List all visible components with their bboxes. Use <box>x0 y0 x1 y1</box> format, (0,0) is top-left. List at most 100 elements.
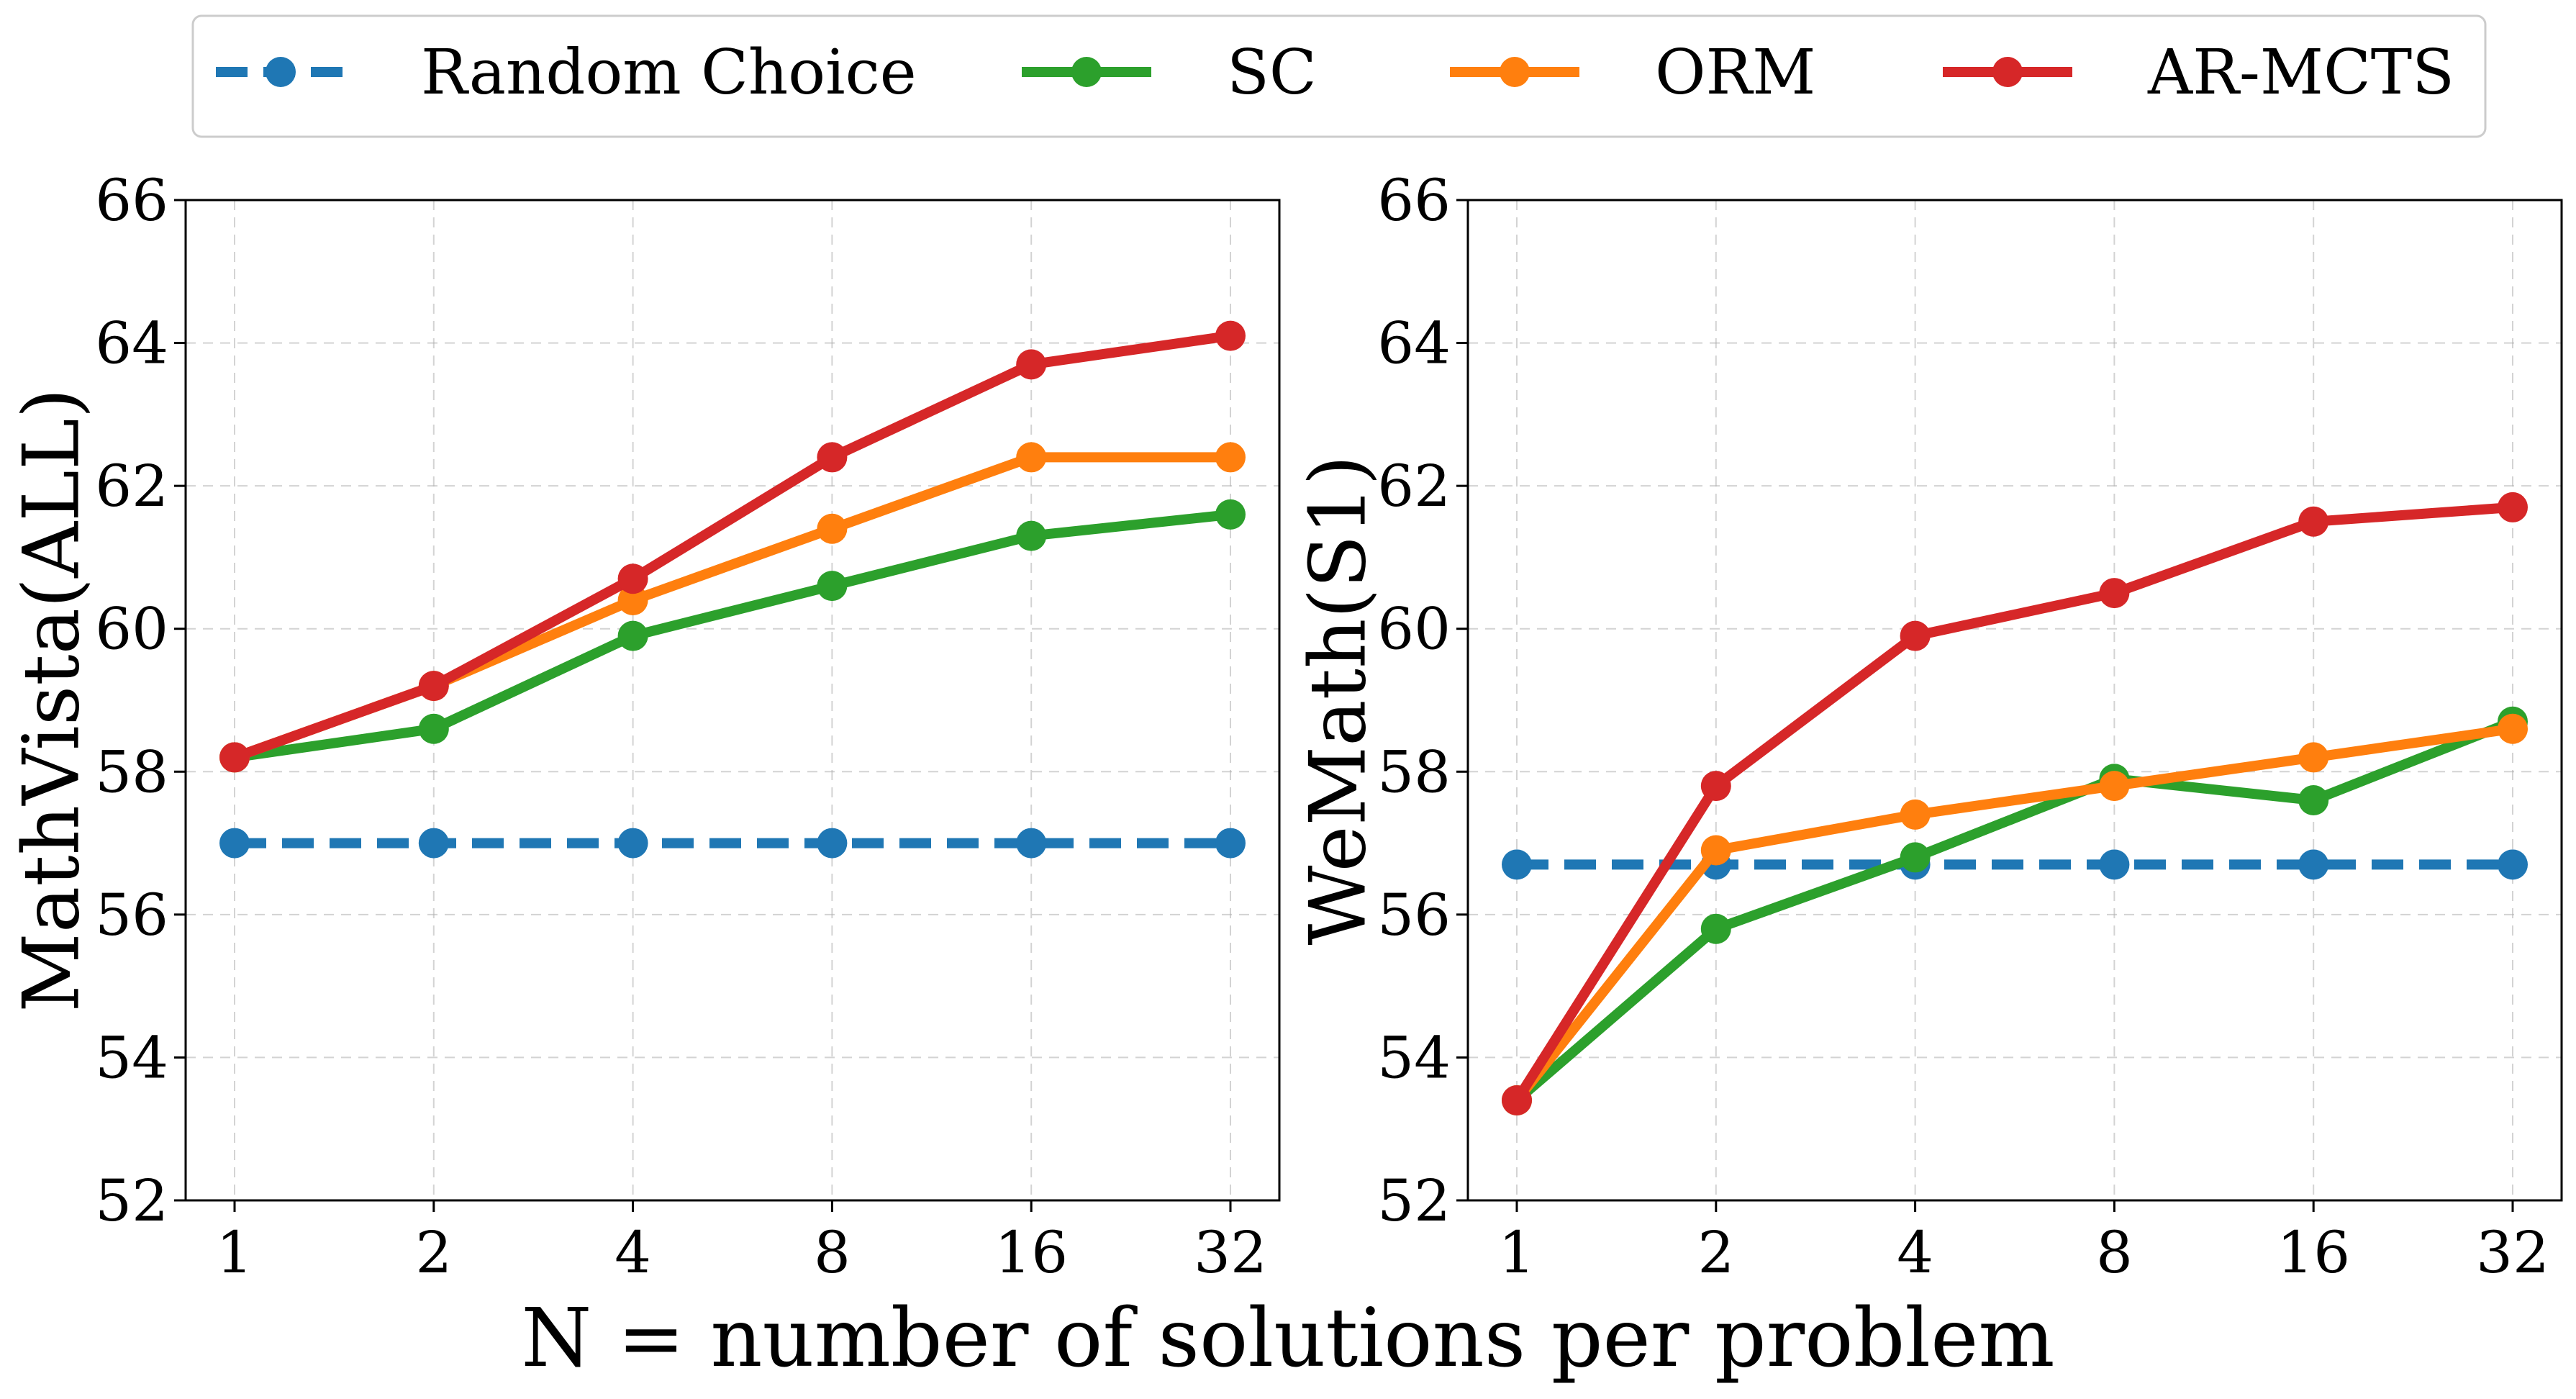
series-line-ar-mcts <box>1513 502 2513 1103</box>
y-tick-label-52: 52 <box>95 1167 168 1234</box>
legend-marker-ar-mcts <box>1992 57 2023 87</box>
x-tick-label-1: 1 <box>217 1219 253 1286</box>
legend-marker-orm <box>1500 57 1530 87</box>
point-ar-mcts-8 <box>817 442 848 473</box>
point-orm-8 <box>817 513 848 544</box>
plot-frame <box>1466 199 2563 1202</box>
point-sc-32 <box>1215 499 1246 530</box>
point-sc-16 <box>1016 520 1047 551</box>
point-ar-mcts-8 <box>2099 578 2130 609</box>
series-line-ar-mcts <box>232 330 1231 762</box>
y-axis: 52 54 56 58 60 62 64 66 <box>95 167 186 1234</box>
point-sc-16 <box>2298 785 2329 815</box>
point-random-choice-2 <box>418 828 449 859</box>
point-random-choice-8 <box>817 828 848 859</box>
point-orm-16 <box>2298 742 2329 773</box>
y-axis: 52 54 56 58 60 62 64 66 <box>1377 167 1468 1234</box>
y-tick-label-60: 60 <box>95 596 168 663</box>
point-orm-8 <box>2099 771 2130 802</box>
point-ar-mcts-2 <box>418 671 449 702</box>
legend-label-orm: ORM <box>1655 37 1815 109</box>
point-ar-mcts-4 <box>1900 620 1931 651</box>
point-random-choice-4 <box>617 828 648 859</box>
y-tick-label-66: 66 <box>1377 167 1451 234</box>
point-orm-4 <box>617 585 648 615</box>
series-random-choice <box>219 828 1246 859</box>
legend-frame <box>191 14 2487 138</box>
series-random-choice <box>1502 849 2528 880</box>
x-tick-label-16: 16 <box>2277 1219 2350 1286</box>
x-tick-label-32: 32 <box>2476 1219 2549 1286</box>
y-tick-label-56: 56 <box>1377 882 1451 948</box>
point-sc-8 <box>817 571 848 602</box>
legend-entry-sc: SC <box>1022 37 1317 109</box>
legend: Random Choice SC ORM AR-MCTS <box>191 14 2487 138</box>
y-tick-label-52: 52 <box>1377 1167 1451 1234</box>
x-axis: 1 2 4 8 16 32 <box>217 1200 1267 1286</box>
y-axis-label: MathVista(ALL) <box>7 388 97 1012</box>
x-tick-label-2: 2 <box>415 1219 452 1286</box>
x-tick-label-2: 2 <box>1697 1219 1734 1286</box>
point-sc-2 <box>1700 913 1731 944</box>
x-tick-label-32: 32 <box>1194 1219 1267 1286</box>
point-ar-mcts-1 <box>1502 1085 1532 1115</box>
point-orm-32 <box>2498 713 2528 744</box>
point-random-choice-32 <box>1215 828 1246 859</box>
point-ar-mcts-1 <box>219 742 250 773</box>
y-tick-label-64: 64 <box>95 310 168 377</box>
point-ar-mcts-16 <box>2298 506 2329 537</box>
y-tick-label-60: 60 <box>1377 596 1451 663</box>
point-orm-2 <box>1700 835 1731 866</box>
point-orm-32 <box>1215 442 1246 473</box>
point-sc-4 <box>617 620 648 651</box>
y-tick-label-66: 66 <box>95 167 168 234</box>
legend-marker-sc <box>1071 57 1102 87</box>
legend-marker-random-choice <box>266 57 296 87</box>
legend-label-sc: SC <box>1227 37 1317 109</box>
point-random-choice-8 <box>2099 849 2130 880</box>
chart-panel-wemath: 52 54 56 58 60 62 64 66 1 2 4 8 16 32 WeMath(S1) <box>1294 167 2563 1286</box>
series-line-sc <box>234 509 1231 763</box>
legend-entry-ar-mcts: AR-MCTS <box>1943 37 2454 109</box>
y-tick-label-58: 58 <box>95 738 168 805</box>
point-ar-mcts-4 <box>617 563 648 594</box>
series-ar-mcts <box>1502 492 2528 1115</box>
x-tick-label-16: 16 <box>994 1219 1068 1286</box>
point-random-choice-32 <box>2498 849 2528 880</box>
point-ar-mcts-32 <box>1215 320 1246 351</box>
point-sc-4 <box>1900 842 1931 873</box>
point-random-choice-16 <box>2298 849 2329 880</box>
point-orm-16 <box>1016 442 1047 473</box>
point-random-choice-1 <box>1502 849 1532 880</box>
x-tick-label-8: 8 <box>814 1219 851 1286</box>
grid <box>1468 199 2562 1201</box>
legend-label-random-choice: Random Choice <box>421 37 917 109</box>
y-axis-label: WeMath(S1) <box>1294 455 1384 945</box>
y-tick-label-54: 54 <box>1377 1024 1451 1091</box>
x-tick-label-1: 1 <box>1499 1219 1536 1286</box>
point-random-choice-16 <box>1016 828 1047 859</box>
x-tick-label-4: 4 <box>1897 1219 1933 1286</box>
y-tick-label-54: 54 <box>95 1024 168 1091</box>
legend-entry-random-choice: Random Choice <box>216 37 917 109</box>
y-tick-label-62: 62 <box>95 453 168 520</box>
shared-x-axis-label: N = number of solutions per problem <box>521 1292 2054 1385</box>
y-tick-label-64: 64 <box>1377 310 1451 377</box>
grid <box>186 199 1279 1201</box>
series-line-sc <box>1513 717 2515 1105</box>
point-ar-mcts-16 <box>1016 349 1047 380</box>
x-axis: 1 2 4 8 16 32 <box>1499 1200 2549 1286</box>
point-random-choice-1 <box>219 828 250 859</box>
y-tick-label-56: 56 <box>95 882 168 948</box>
x-tick-label-4: 4 <box>614 1219 651 1286</box>
point-orm-4 <box>1900 799 1931 830</box>
series-line-orm <box>1513 723 2513 1104</box>
point-sc-2 <box>418 713 449 744</box>
series-sc <box>219 499 1246 773</box>
legend-entry-orm: ORM <box>1450 37 1815 109</box>
legend-label-ar-mcts: AR-MCTS <box>2147 37 2454 109</box>
series-ar-mcts <box>219 320 1246 773</box>
series-sc <box>1502 706 2528 1115</box>
plot-frame <box>184 199 1281 1202</box>
